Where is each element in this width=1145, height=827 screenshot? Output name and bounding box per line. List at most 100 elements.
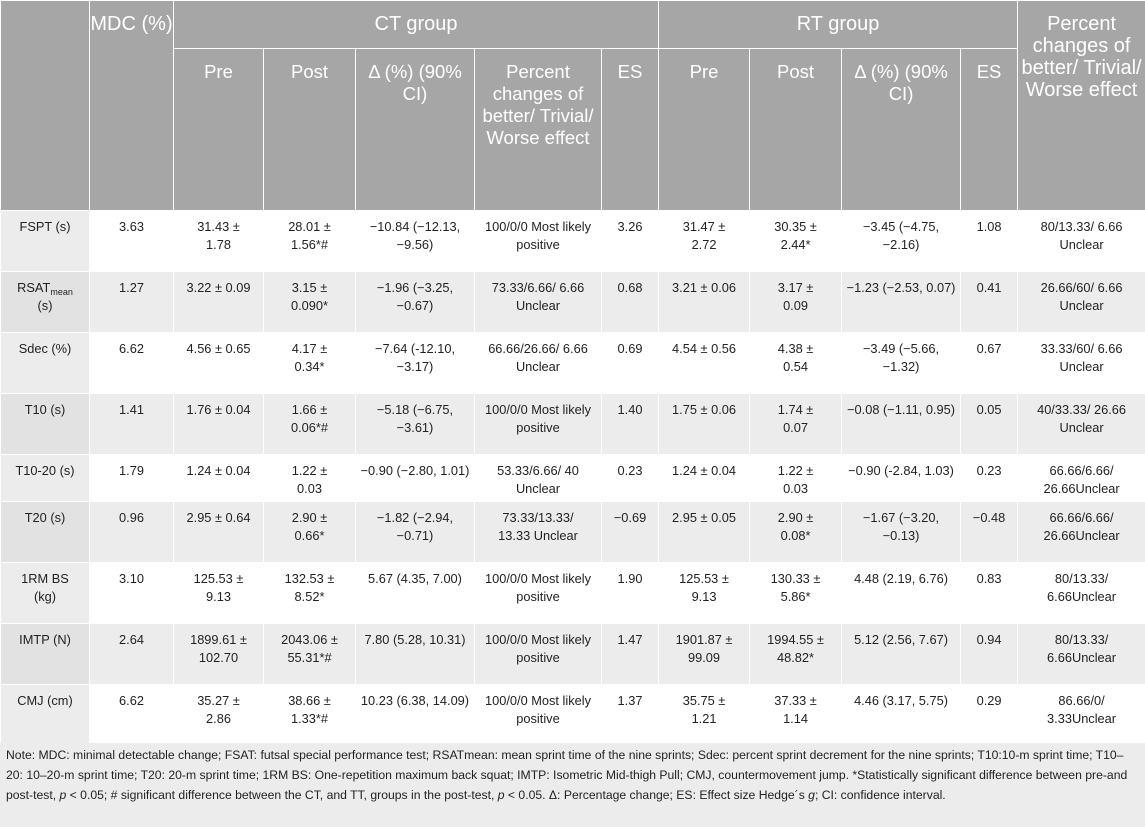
rt-percent-changes-cell: 33.33/60/ 6.66 Unclear [1017, 332, 1145, 394]
ct-percent-changes-cell: 100/0/0 Most likely positive [474, 393, 602, 455]
row-label: IMTP (N) [0, 623, 90, 685]
ct-percent-changes-cell: 100/0/0 Most likely positive [474, 684, 602, 746]
mdc-cell: 6.62 [89, 684, 174, 746]
ct-pre-cell: 2.95 ± 0.64 [173, 501, 264, 563]
rt-es-cell: 0.29 [960, 684, 1019, 746]
table-note: Note: MDC: minimal detectable change; FS… [0, 743, 1145, 827]
rt-es-cell: 0.83 [960, 562, 1019, 624]
ct-percent-changes-cell: 53.33/6.66/ 40 Unclear [474, 454, 602, 502]
ct-delta-cell: −5.18 (−6.75, −3.61) [355, 393, 475, 455]
ct-delta-cell: 7.80 (5.28, 10.31) [355, 623, 475, 685]
ct-es-cell: 0.69 [600, 332, 660, 394]
rt-delta-cell: −3.49 (−5.66, −1.32) [841, 332, 962, 394]
note-p-1: p [59, 788, 67, 802]
ct-delta-cell: 5.67 (4.35, 7.00) [355, 562, 475, 624]
rt-pre-cell: 31.47 ± 2.72 [658, 210, 751, 272]
rt-delta-cell: −1.67 (−3.20, −0.13) [841, 501, 962, 563]
rt-percent-changes-cell: 80/13.33/ 6.66 Unclear [1017, 210, 1145, 272]
header-ct-delta: Δ (%) (90% CI) [355, 48, 475, 211]
rt-percent-changes-cell: 80/13.33/ 6.66Unclear [1017, 562, 1145, 624]
note-g: g [808, 788, 815, 802]
ct-delta-cell: −1.96 (−3.25, −0.67) [355, 271, 475, 333]
rt-percent-changes-cell: 66.66/6.66/ 26.66Unclear [1017, 454, 1145, 502]
ct-delta-cell: −10.84 (−12.13, −9.56) [355, 210, 475, 272]
rt-es-cell: 0.05 [960, 393, 1019, 455]
header-rt-delta: Δ (%) (90% CI) [841, 48, 962, 211]
rt-delta-cell: −0.08 (−1.11, 0.95) [841, 393, 962, 455]
mdc-cell: 3.10 [89, 562, 174, 624]
ct-es-cell: 0.23 [600, 454, 660, 502]
rt-percent-changes-cell: 26.66/60/ 6.66 Unclear [1017, 271, 1145, 333]
ct-delta-cell: 10.23 (6.38, 14.09) [355, 684, 475, 746]
note-text-4: ; CI: confidence interval. [814, 788, 946, 802]
table-row: CMJ (cm) 6.62 35.27 ± 2.86 38.66 ± 1.33*# 10… [0, 684, 1145, 746]
ct-es-cell: 1.37 [600, 684, 660, 746]
rt-es-cell: 0.23 [960, 454, 1019, 502]
rt-delta-cell: 4.46 (3.17, 5.75) [841, 684, 962, 746]
ct-percent-changes-cell: 73.33/6.66/ 6.66 Unclear [474, 271, 602, 333]
rt-delta-cell: 4.48 (2.19, 6.76) [841, 562, 962, 624]
row-label: T20 (s) [0, 501, 90, 563]
mdc-cell: 3.63 [89, 210, 174, 272]
ct-es-cell: 3.26 [600, 210, 660, 272]
header-rt-post: Post [749, 48, 843, 211]
note-text-1: Note: MDC: minimal detectable change; FS… [6, 748, 1128, 802]
ct-es-cell: −0.69 [600, 501, 660, 563]
header-ct-group: CT group [172, 0, 660, 49]
ct-pre-cell: 1899.61 ± 102.70 [173, 623, 264, 685]
header-blank [0, 0, 90, 211]
row-label: T10 (s) [0, 393, 90, 455]
rt-pre-cell: 2.95 ± 0.05 [658, 501, 751, 563]
row-label-subscript: mean [50, 287, 73, 297]
ct-pre-cell: 31.43 ± 1.78 [173, 210, 264, 272]
rt-es-cell: 0.41 [960, 271, 1019, 333]
rt-post-cell: 1.74 ± 0.07 [749, 393, 843, 455]
table-row: T10 (s) 1.41 1.76 ± 0.04 1.66 ± 0.06*# −5.18… [0, 393, 1145, 455]
rt-post-cell: 3.17 ± 0.09 [749, 271, 843, 333]
table-row: 1RM BS (kg) 3.10 125.53 ± 9.13 132.53 ± 8.5… [0, 562, 1145, 624]
rt-post-cell: 1.22 ± 0.03 [749, 454, 843, 502]
ct-pre-cell: 35.27 ± 2.86 [173, 684, 264, 746]
rt-percent-changes-cell: 66.66/6.66/ 26.66Unclear [1017, 501, 1145, 563]
rt-percent-changes-cell: 80/13.33/ 6.66Unclear [1017, 623, 1145, 685]
ct-post-cell: 132.53 ± 8.52* [263, 562, 356, 624]
mdc-cell: 6.62 [89, 332, 174, 394]
rt-es-cell: 1.08 [960, 210, 1019, 272]
rt-post-cell: 130.33 ± 5.86* [749, 562, 843, 624]
ct-delta-cell: −7.64 (-12.10, −3.17) [355, 332, 475, 394]
rt-post-cell: 4.38 ± 0.54 [749, 332, 843, 394]
header-ct-es: ES [600, 48, 660, 211]
header-rt-es: ES [960, 48, 1019, 211]
row-label-main: RSAT [17, 280, 51, 295]
header-rt-pre: Pre [658, 48, 751, 211]
rt-delta-cell: −3.45 (−4.75, −2.16) [841, 210, 962, 272]
note-text-2: < 0.05; # significant difference between… [66, 788, 498, 802]
ct-es-cell: 1.47 [600, 623, 660, 685]
row-label: 1RM BS (kg) [0, 562, 90, 624]
mdc-cell: 0.96 [89, 501, 174, 563]
ct-post-cell: 38.66 ± 1.33*# [263, 684, 356, 746]
rt-delta-cell: −1.23 (−2.53, 0.07) [841, 271, 962, 333]
ct-post-cell: 1.66 ± 0.06*# [263, 393, 356, 455]
row-label: CMJ (cm) [0, 684, 90, 746]
table-row: FSPT (s) 3.63 31.43 ± 1.78 28.01 ± 1.56*# −1… [0, 210, 1145, 272]
rt-percent-changes-cell: 40/33.33/ 26.66 Unclear [1017, 393, 1145, 455]
ct-delta-cell: −1.82 (−2.94, −0.71) [355, 501, 475, 563]
rt-pre-cell: 1.24 ± 0.04 [658, 454, 751, 502]
mdc-cell: 1.79 [89, 454, 174, 502]
rt-delta-cell: 5.12 (2.56, 7.67) [841, 623, 962, 685]
rt-pre-cell: 125.53 ± 9.13 [658, 562, 751, 624]
rt-pre-cell: 3.21 ± 0.06 [658, 271, 751, 333]
note-text-3: < 0.05. Δ: Percentage change; ES: Effect… [504, 788, 809, 802]
ct-post-cell: 4.17 ± 0.34* [263, 332, 356, 394]
mdc-cell: 2.64 [89, 623, 174, 685]
ct-percent-changes-cell: 100/0/0 Most likely positive [474, 210, 602, 272]
table-row: Sdec (%) 6.62 4.56 ± 0.65 4.17 ± 0.34* −7.64… [0, 332, 1145, 394]
header-ct-percent-changes: Percent changes of better/ Trivial/ Wors… [474, 48, 602, 211]
rt-pre-cell: 1.75 ± 0.06 [658, 393, 751, 455]
rt-es-cell: 0.94 [960, 623, 1019, 685]
ct-es-cell: 1.90 [600, 562, 660, 624]
row-label: Sdec (%) [0, 332, 90, 394]
mdc-cell: 1.27 [89, 271, 174, 333]
ct-pre-cell: 4.56 ± 0.65 [173, 332, 264, 394]
